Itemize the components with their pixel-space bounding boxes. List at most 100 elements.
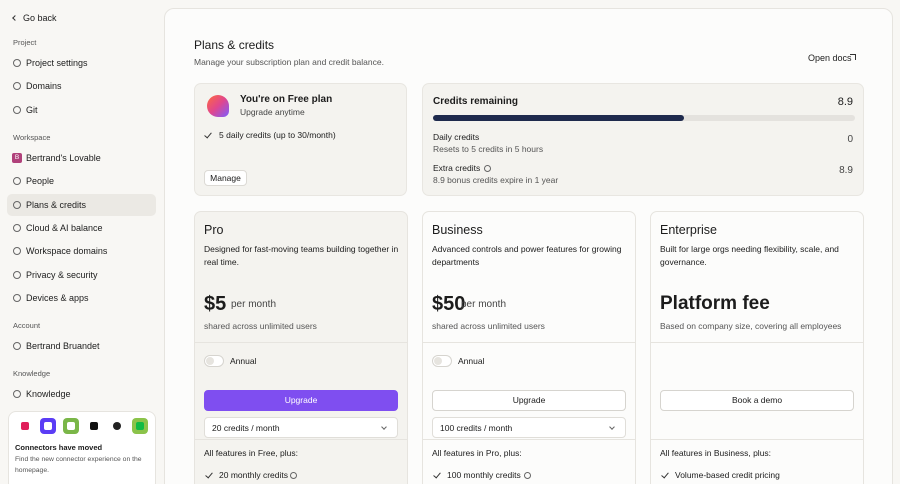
credit-value: 8.9 bbox=[839, 165, 853, 176]
annual-toggle[interactable] bbox=[204, 355, 224, 367]
connector-icon bbox=[17, 418, 33, 434]
nav-item[interactable]: Git bbox=[26, 104, 38, 115]
section-title: Workspace bbox=[13, 132, 51, 142]
back-link[interactable]: Go back bbox=[23, 13, 57, 23]
manage-button[interactable]: Manage bbox=[204, 170, 247, 186]
plan-logo bbox=[207, 95, 229, 117]
nav-item[interactable]: Plans & credits bbox=[26, 199, 87, 210]
plan-button[interactable]: Upgrade bbox=[204, 390, 398, 411]
nav-item[interactable]: Knowledge bbox=[26, 389, 71, 400]
divider bbox=[195, 439, 407, 440]
connector-icon bbox=[109, 418, 125, 434]
connector-icon bbox=[86, 418, 102, 434]
nav-item[interactable]: People bbox=[26, 176, 55, 187]
credits-select[interactable]: 20 credits / month bbox=[204, 417, 398, 438]
features-title: All features in Free, plus: bbox=[204, 448, 299, 458]
open-docs[interactable]: Open docs bbox=[808, 53, 852, 63]
icon bbox=[13, 59, 21, 67]
plan-description: Advanced controls and power features for… bbox=[432, 244, 622, 267]
connector-icon bbox=[132, 418, 148, 434]
nav-item[interactable]: Cloud & AI balance bbox=[26, 223, 103, 233]
icon bbox=[13, 177, 21, 186]
avatar: B bbox=[12, 152, 22, 163]
glyph bbox=[21, 422, 29, 430]
credits-total: 8.9 bbox=[837, 96, 853, 108]
check-icon bbox=[205, 470, 213, 479]
icon bbox=[13, 342, 21, 351]
toggle-knob bbox=[206, 357, 214, 365]
section-title: Project bbox=[13, 38, 37, 47]
section-title: Knowledge bbox=[13, 369, 51, 379]
icon bbox=[13, 105, 21, 114]
connector-icon bbox=[40, 418, 56, 434]
main-panel: Plans & credits Manage your subscription … bbox=[164, 8, 893, 484]
features-title: All features in Business, plus: bbox=[660, 448, 772, 458]
credits-bar bbox=[433, 115, 855, 121]
external-icon bbox=[850, 54, 856, 60]
glyph bbox=[44, 422, 52, 430]
icon bbox=[13, 82, 21, 91]
icon bbox=[13, 270, 21, 279]
plan-subtitle: Upgrade anytime bbox=[240, 107, 305, 117]
toggle-label: Annual bbox=[230, 356, 257, 366]
plan-description: Designed for fast-moving teams building … bbox=[204, 244, 399, 267]
divider bbox=[651, 439, 863, 440]
plan-button[interactable]: Upgrade bbox=[432, 390, 626, 411]
icon bbox=[484, 164, 491, 172]
check-icon bbox=[204, 130, 212, 139]
divider bbox=[195, 342, 407, 343]
plan-description: Built for large orgs needing flexibility… bbox=[660, 244, 839, 267]
divider bbox=[423, 342, 635, 343]
plan-button[interactable]: Book a demo bbox=[660, 390, 854, 411]
plan-feature: 100 monthly credits bbox=[447, 470, 521, 480]
nav-item[interactable]: Domains bbox=[26, 81, 62, 92]
select-value: 100 credits / month bbox=[440, 423, 513, 433]
plan-price: $50 bbox=[432, 293, 466, 315]
plan-note: Based on company size, covering all empl… bbox=[660, 321, 842, 331]
back-icon bbox=[12, 15, 18, 21]
selected-bg bbox=[7, 193, 156, 216]
plan-name: Business bbox=[432, 223, 483, 237]
icon bbox=[13, 390, 21, 399]
plan-feature: Volume-based credit pricing bbox=[675, 470, 780, 480]
plan-period: per month bbox=[461, 299, 507, 310]
nav-item[interactable]: Workspace domains bbox=[26, 246, 108, 257]
icon bbox=[13, 247, 21, 256]
credits-title: Credits remaining bbox=[433, 96, 519, 107]
plan-feature: 5 daily credits (up to 30/month) bbox=[219, 130, 336, 140]
current-plan-card: You're on Free plan Upgrade anytime 5 dail… bbox=[194, 83, 407, 196]
select-value: 20 credits / month bbox=[212, 423, 280, 433]
divider bbox=[651, 342, 863, 343]
chevron bbox=[381, 424, 387, 430]
glyph bbox=[90, 422, 98, 430]
page-subtitle: Manage your subscription plan and credit… bbox=[194, 57, 384, 67]
credits-select[interactable]: 100 credits / month bbox=[432, 417, 626, 438]
connectors-text: Find the new connector experience on the… bbox=[15, 456, 142, 474]
icon bbox=[290, 471, 297, 479]
plan-feature: 20 monthly credits bbox=[219, 470, 288, 480]
nav-item[interactable]: Bertrand's Lovable bbox=[26, 152, 101, 163]
toggle-label: Annual bbox=[458, 356, 485, 366]
credit-label: Daily credits bbox=[433, 132, 480, 142]
connectors-card: Connectors have moved Find the new connec… bbox=[8, 411, 156, 484]
section-title: Account bbox=[13, 321, 41, 331]
annual-toggle[interactable] bbox=[432, 355, 452, 367]
credit-note: 8.9 bonus credits expire in 1 year bbox=[433, 175, 559, 185]
nav-item[interactable]: Privacy & security bbox=[26, 269, 98, 280]
page-title: Plans & credits bbox=[194, 38, 275, 52]
divider bbox=[423, 439, 635, 440]
plan-period: per month bbox=[231, 299, 277, 310]
plan-name: Pro bbox=[204, 223, 224, 237]
plan-name: Enterprise bbox=[660, 223, 717, 237]
nav-item[interactable]: Bertrand Bruandet bbox=[26, 341, 100, 352]
nav-item[interactable]: Devices & apps bbox=[26, 293, 89, 304]
nav-item[interactable]: Project settings bbox=[26, 58, 88, 68]
plan-card: Business Advanced controls and power feat… bbox=[422, 211, 636, 484]
features-title: All features in Pro, plus: bbox=[432, 448, 522, 458]
plan-card: Enterprise Built for large orgs needing f… bbox=[650, 211, 864, 484]
glyph bbox=[113, 422, 121, 430]
plan-price: $5 bbox=[204, 293, 227, 315]
connector-icon bbox=[63, 418, 79, 434]
check-icon bbox=[661, 470, 669, 479]
